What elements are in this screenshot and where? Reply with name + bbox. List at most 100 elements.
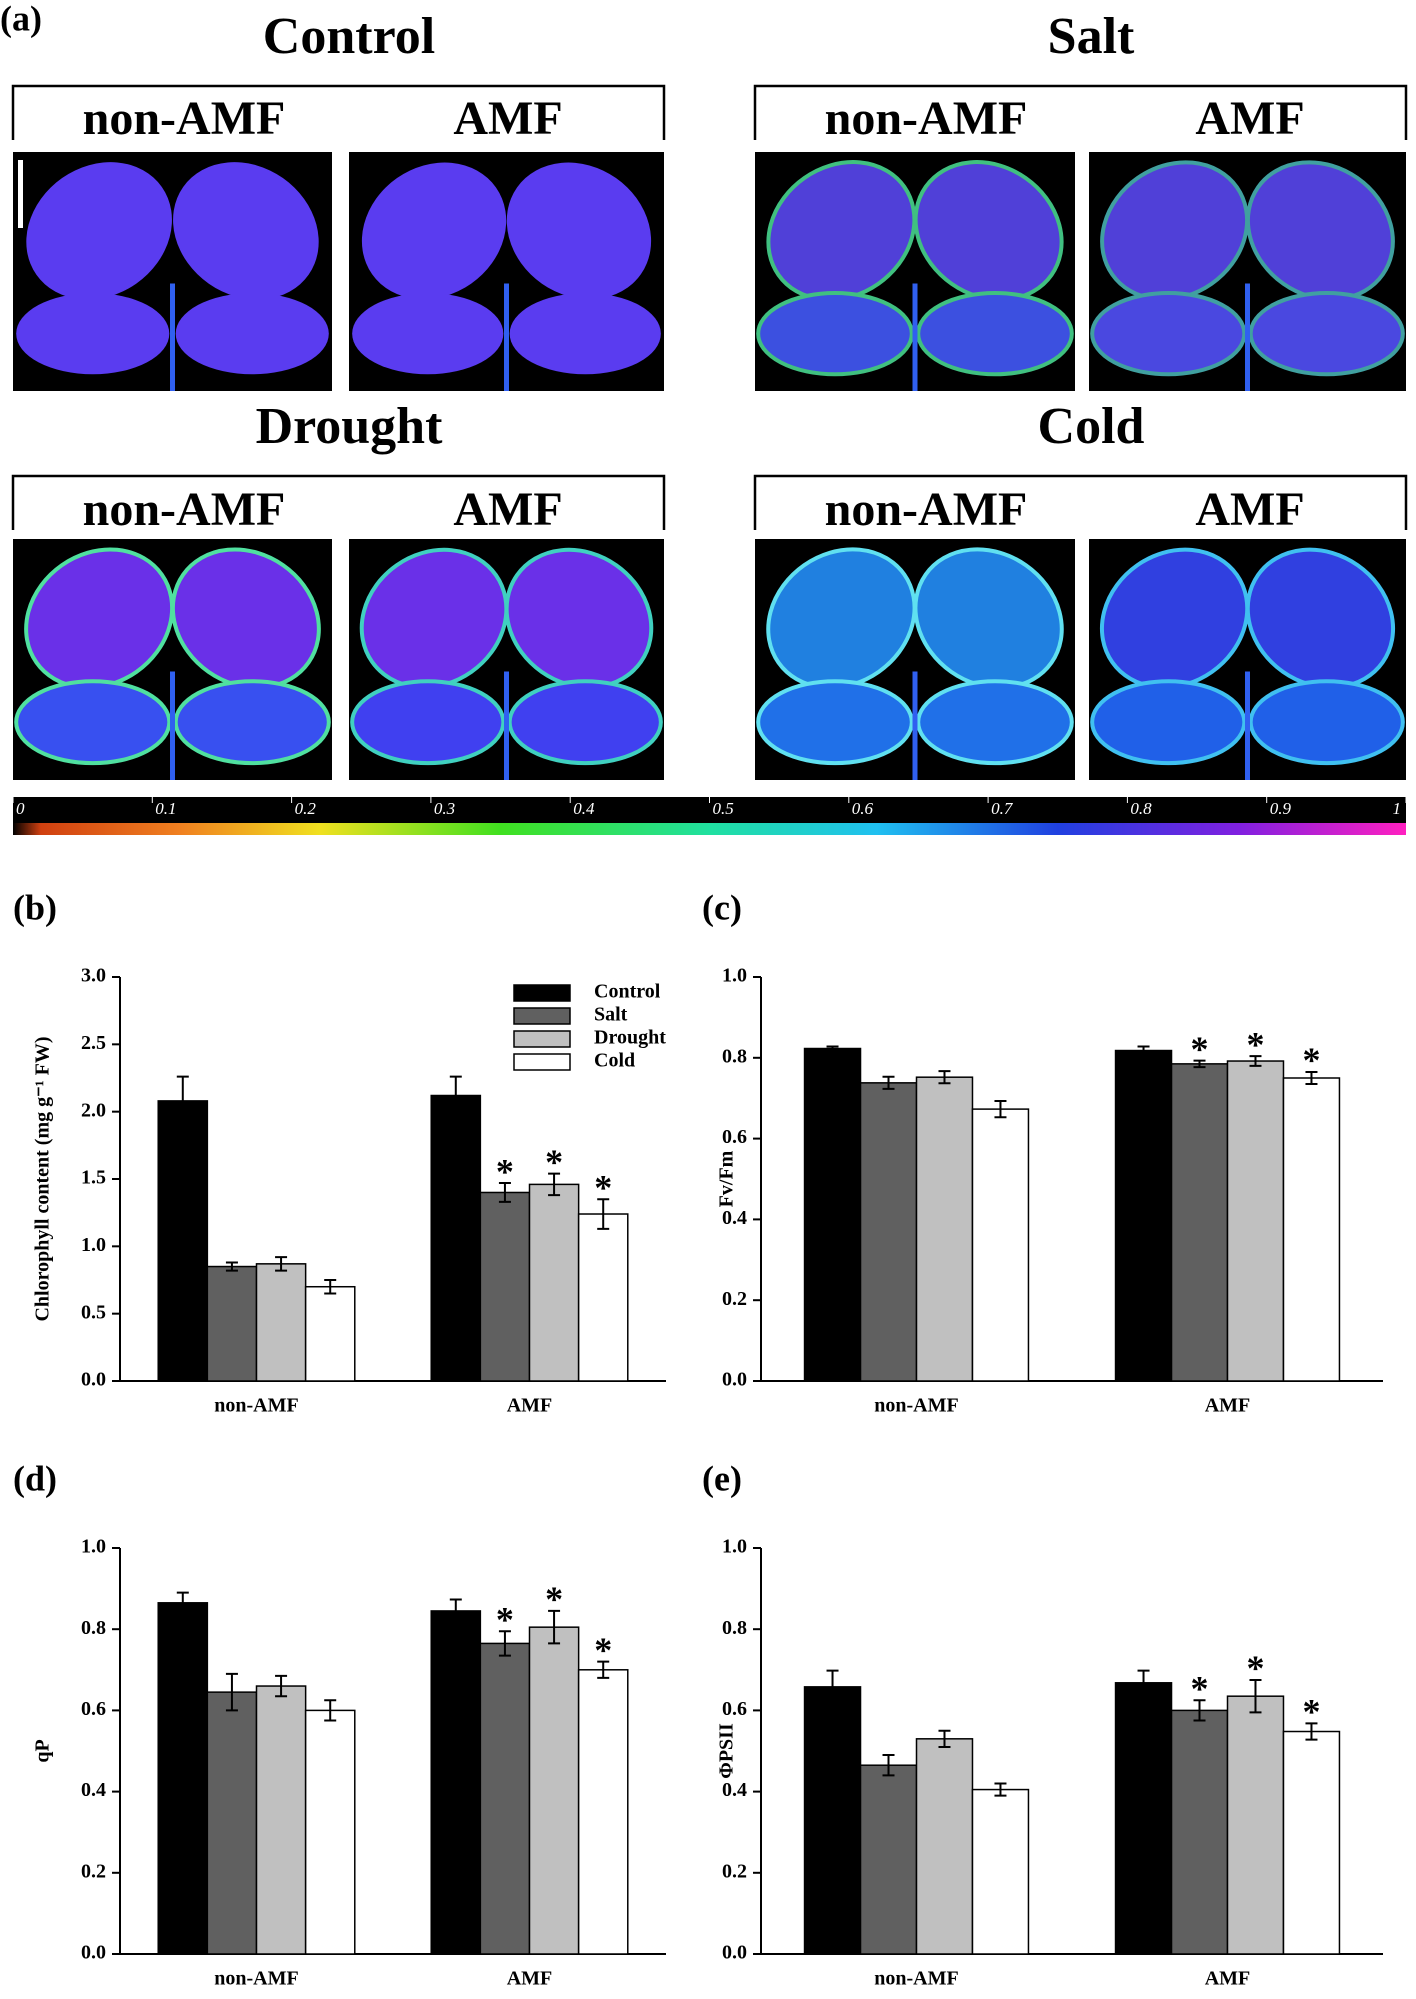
significance: * <box>1246 1024 1264 1064</box>
error-bar <box>176 1075 189 1127</box>
leaflet <box>916 679 1074 766</box>
y-axis-label: Chlorophyll content (mg g⁻¹ FW) <box>32 1036 54 1321</box>
y-tick-label: 1.0 <box>81 1234 106 1256</box>
colorbar-tick-label: 0.3 <box>434 799 455 818</box>
bar <box>803 1686 862 1955</box>
y-tick-label: 0.0 <box>722 1369 747 1391</box>
treatment-label: AMF <box>453 92 562 145</box>
bar <box>1170 1709 1229 1955</box>
colorbar-tick-label: 0.8 <box>1130 799 1152 818</box>
bar <box>479 1191 531 1382</box>
bar <box>157 1602 209 1955</box>
error-bar <box>994 1100 1007 1119</box>
error-bar <box>597 1660 610 1679</box>
legend-label: Control <box>594 981 661 1003</box>
error-bar <box>548 1172 561 1197</box>
y-tick-label: 0.6 <box>722 1698 747 1720</box>
legend-swatch <box>513 984 571 1002</box>
legend-swatch <box>513 1053 571 1071</box>
leaflet <box>1090 291 1247 377</box>
leaflet <box>504 547 654 690</box>
bracket <box>11 84 666 140</box>
y-tick-label: 0.4 <box>722 1779 747 1801</box>
treatment-label: non-AMF <box>83 483 286 536</box>
leaflet <box>173 162 319 300</box>
leaflet <box>175 293 329 375</box>
y-tick-label: 0.0 <box>722 1942 747 1964</box>
error-bar <box>498 1182 511 1203</box>
leaflet <box>1100 160 1250 302</box>
y-tick-label: 0.4 <box>81 1779 106 1801</box>
x-tick-label: AMF <box>1205 1968 1251 1990</box>
significance: * <box>1302 1692 1320 1732</box>
y-tick-label: 0.5 <box>81 1301 106 1323</box>
y-tick-label: 0.0 <box>81 1942 106 1964</box>
x-tick-label: non-AMF <box>214 1395 298 1417</box>
significance: * <box>1246 1648 1264 1688</box>
x-tick-label: non-AMF <box>874 1968 958 1990</box>
panel-label: (d) <box>13 1458 57 1498</box>
y-tick-label: 1.0 <box>722 1536 747 1558</box>
leaflet <box>1245 160 1395 302</box>
legend-label: Salt <box>594 1004 628 1026</box>
significance: * <box>545 1142 563 1182</box>
error-bar <box>449 1075 462 1116</box>
y-tick-label: 2.5 <box>81 1032 106 1054</box>
legend-label: Cold <box>594 1050 635 1072</box>
bar <box>528 1183 580 1382</box>
error-bar <box>324 1279 337 1295</box>
leaflet <box>1248 679 1405 766</box>
colorbar-tick-label: 0.2 <box>295 799 317 818</box>
error-bar <box>882 1075 895 1090</box>
treatment-label: AMF <box>453 483 562 536</box>
error-bar <box>498 1630 511 1657</box>
colorbar-tick-label: 0.6 <box>852 799 874 818</box>
panel-label: (e) <box>702 1458 742 1498</box>
significance: * <box>594 1167 612 1207</box>
x-tick-label: AMF <box>507 1395 553 1417</box>
error-bar <box>176 1591 189 1614</box>
error-bar <box>1137 1669 1150 1696</box>
leaflet <box>173 679 331 766</box>
leaflet <box>1248 291 1405 377</box>
significance: * <box>1302 1040 1320 1080</box>
bar <box>157 1100 209 1382</box>
colorbar-tick-label: 0.7 <box>991 799 1014 818</box>
colorbar-tick-label: 0.4 <box>573 799 595 818</box>
y-tick-label: 0.0 <box>81 1369 106 1391</box>
bar <box>479 1642 531 1955</box>
bracket <box>753 474 1408 530</box>
x-tick-label: non-AMF <box>214 1968 298 1990</box>
error-bar <box>275 1256 288 1272</box>
error-bar <box>1305 1070 1318 1086</box>
treatment-label: non-AMF <box>825 483 1028 536</box>
leaflet <box>170 547 321 690</box>
leaflet <box>24 547 175 690</box>
y-tick-label: 0.2 <box>722 1288 747 1310</box>
significance: * <box>545 1579 563 1619</box>
panel-label: (a) <box>0 0 42 38</box>
leaflet <box>506 162 652 300</box>
leaflet <box>913 160 1064 302</box>
leaflet <box>26 162 172 300</box>
bar <box>304 1709 356 1955</box>
bar <box>430 1610 482 1955</box>
bar <box>577 1669 629 1955</box>
colorbar-tick-label: 1 <box>1393 799 1402 818</box>
leaflet <box>507 679 663 766</box>
y-tick-label: 0.4 <box>722 1207 747 1229</box>
leaflet <box>1090 679 1247 766</box>
bar <box>803 1047 862 1382</box>
group-title: Control <box>263 8 435 65</box>
y-tick-label: 0.2 <box>722 1860 747 1882</box>
leaflet <box>509 293 661 375</box>
y-axis-label: Fv/Fm <box>716 1150 738 1207</box>
bar <box>1282 1730 1341 1955</box>
treatment-label: non-AMF <box>83 92 286 145</box>
bar <box>255 1685 307 1955</box>
leaflet <box>359 547 509 690</box>
x-tick-label: AMF <box>1205 1395 1251 1417</box>
bar <box>577 1213 629 1382</box>
bar <box>206 1691 258 1955</box>
